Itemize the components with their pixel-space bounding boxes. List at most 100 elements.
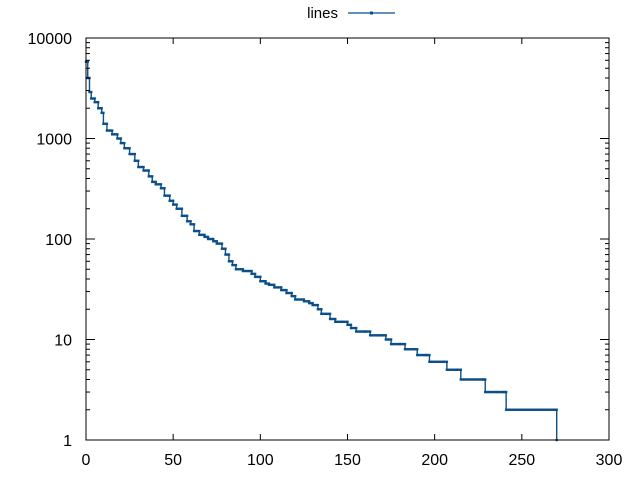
data-point xyxy=(170,199,173,202)
data-point xyxy=(177,207,180,210)
data-point xyxy=(403,342,407,346)
data-point xyxy=(504,390,508,394)
data-point xyxy=(93,97,96,100)
data-point xyxy=(459,378,463,381)
data-point xyxy=(226,253,229,256)
data-point xyxy=(227,260,231,263)
data-point xyxy=(384,338,388,341)
data-point xyxy=(159,183,163,186)
data-point xyxy=(304,300,307,303)
data-point xyxy=(307,301,311,305)
data-point xyxy=(539,408,543,411)
data-point xyxy=(375,334,379,337)
data-point xyxy=(358,330,361,333)
data-point xyxy=(131,152,135,156)
y-tick-label: 1000 xyxy=(36,132,72,149)
x-tick-label: 150 xyxy=(334,452,361,469)
data-point xyxy=(475,378,478,381)
data-point xyxy=(219,242,222,245)
data-point xyxy=(123,147,126,150)
data-point xyxy=(175,207,178,210)
data-point xyxy=(501,390,504,394)
data-point xyxy=(280,286,283,289)
data-point xyxy=(452,368,456,371)
data-point xyxy=(555,408,558,411)
data-point xyxy=(119,141,123,145)
data-point xyxy=(171,199,175,202)
data-point xyxy=(123,141,126,145)
data-point xyxy=(489,390,492,394)
data-point xyxy=(391,342,395,346)
data-point xyxy=(306,300,309,303)
data-point xyxy=(100,107,103,110)
data-point xyxy=(114,133,117,136)
data-point xyxy=(232,263,236,267)
data-point xyxy=(374,334,377,337)
data-point xyxy=(158,183,161,186)
x-tick-label: 50 xyxy=(164,452,182,469)
data-point xyxy=(527,408,531,411)
data-point xyxy=(428,353,431,357)
data-point xyxy=(294,294,297,298)
data-point xyxy=(496,390,499,394)
x-tick-label: 250 xyxy=(508,452,535,469)
data-point xyxy=(184,214,187,218)
data-point xyxy=(90,97,93,100)
data-point xyxy=(363,330,367,333)
data-point xyxy=(386,338,389,341)
data-point xyxy=(259,275,262,279)
data-point xyxy=(522,408,525,411)
data-point xyxy=(517,408,520,411)
data-point xyxy=(273,286,276,289)
data-point xyxy=(274,286,278,289)
data-point xyxy=(353,326,356,330)
data-point xyxy=(384,334,388,337)
data-point xyxy=(398,342,401,346)
data-point xyxy=(95,100,98,104)
data-point xyxy=(196,229,199,233)
data-point xyxy=(276,286,279,289)
data-point xyxy=(365,330,368,333)
data-point xyxy=(135,159,138,162)
data-point xyxy=(191,223,194,226)
data-point xyxy=(164,194,168,197)
data-point xyxy=(189,220,192,223)
data-point xyxy=(484,390,487,394)
data-point xyxy=(239,268,243,271)
data-point xyxy=(116,133,119,136)
data-point xyxy=(224,253,227,256)
legend-label: lines xyxy=(307,5,338,22)
data-point xyxy=(93,100,96,104)
data-point xyxy=(253,275,257,279)
data-point xyxy=(471,378,475,381)
data-point xyxy=(450,368,454,371)
data-point xyxy=(241,269,245,273)
data-point xyxy=(185,214,189,218)
y-tick-label: 10 xyxy=(54,333,72,350)
data-point xyxy=(524,408,527,411)
data-point xyxy=(367,330,370,333)
data-point xyxy=(231,263,234,267)
data-point xyxy=(468,378,471,381)
data-point xyxy=(109,129,112,132)
data-point xyxy=(210,237,213,241)
data-point xyxy=(506,408,510,411)
data-point xyxy=(192,223,196,226)
data-point xyxy=(548,408,551,411)
data-point xyxy=(224,247,227,250)
data-point xyxy=(152,180,156,184)
data-point xyxy=(103,122,107,126)
data-point xyxy=(494,390,497,394)
data-point xyxy=(189,223,192,226)
data-point xyxy=(213,240,217,243)
data-point xyxy=(328,312,332,316)
data-point xyxy=(220,242,224,245)
data-point xyxy=(250,269,253,273)
data-point xyxy=(389,342,393,346)
data-point xyxy=(259,280,262,283)
data-point xyxy=(334,317,337,321)
data-point xyxy=(292,294,295,298)
data-point xyxy=(98,107,102,110)
data-point xyxy=(313,303,316,307)
data-point xyxy=(142,165,145,169)
